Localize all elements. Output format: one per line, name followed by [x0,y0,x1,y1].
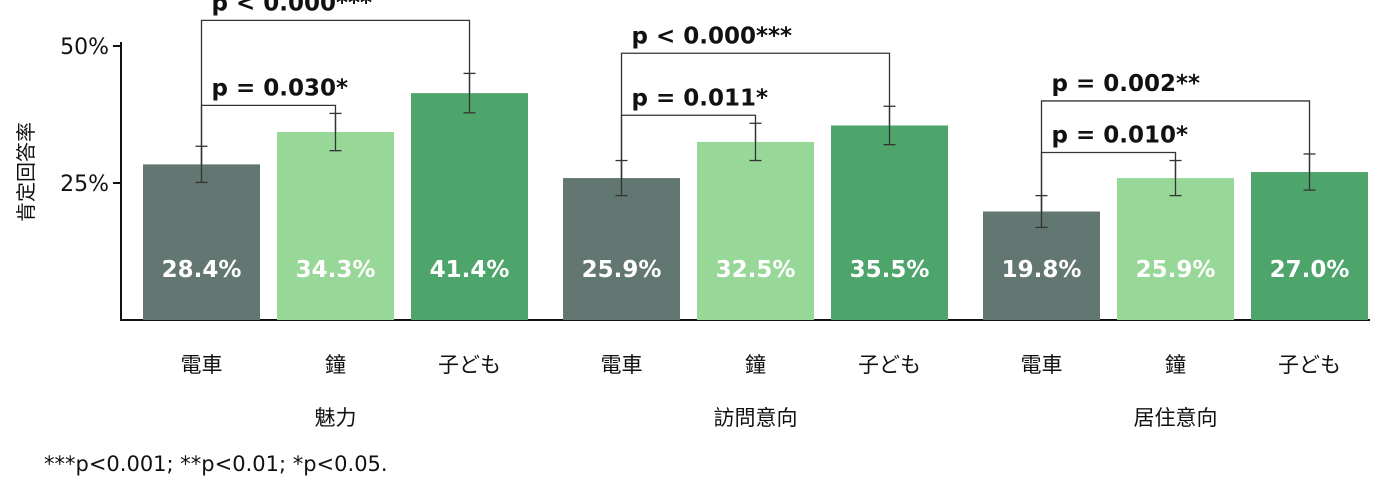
data-label: 41.4% [430,257,510,283]
category-label: 子ども [438,353,501,377]
data-label: 34.3% [296,257,376,283]
bar [143,164,260,320]
bar [411,93,528,321]
y-axis-label: 肯定回答率 [14,122,38,222]
category-label: 子ども [1278,353,1341,377]
category-label: 鐘 [1165,353,1186,377]
p-value-label: p = 0.010* [1052,123,1189,149]
bar [697,141,814,320]
data-label: 28.4% [162,257,242,283]
p-value-label: p < 0.000*** [212,0,373,16]
category-label: 電車 [181,353,223,377]
data-label: 19.8% [1002,257,1082,283]
category-label: 電車 [1021,353,1063,377]
data-label: 32.5% [716,257,796,283]
p-value-label: p = 0.002** [1052,71,1201,97]
p-value-label: p = 0.011* [632,85,769,111]
data-label: 35.5% [850,257,930,283]
group-label: 魅力 [315,406,357,430]
bar [983,211,1100,320]
significance-bracket [620,52,891,179]
bar [1251,172,1368,320]
data-label: 25.9% [582,257,662,283]
category-label: 子ども [858,353,921,377]
bar [563,178,680,320]
y-tick-label: 50% [60,35,109,60]
data-label: 25.9% [1136,257,1216,283]
bar [831,125,948,321]
significance-footnote: ***p<0.001; **p<0.01; *p<0.05. [44,452,388,476]
category-label: 電車 [601,353,643,377]
bar [277,132,394,320]
y-tick-label: 25% [60,172,109,197]
p-value-label: p < 0.000*** [632,23,793,49]
data-label: 27.0% [1270,257,1350,283]
significance-bracket [200,19,471,165]
group-label: 訪問意向 [714,406,798,430]
significance-bracket [1040,100,1311,212]
group-label: 居住意向 [1134,406,1218,430]
p-value-label: p = 0.030* [212,75,349,101]
category-label: 鐘 [325,353,346,377]
category-label: 鐘 [745,353,766,377]
bar [1117,178,1234,320]
